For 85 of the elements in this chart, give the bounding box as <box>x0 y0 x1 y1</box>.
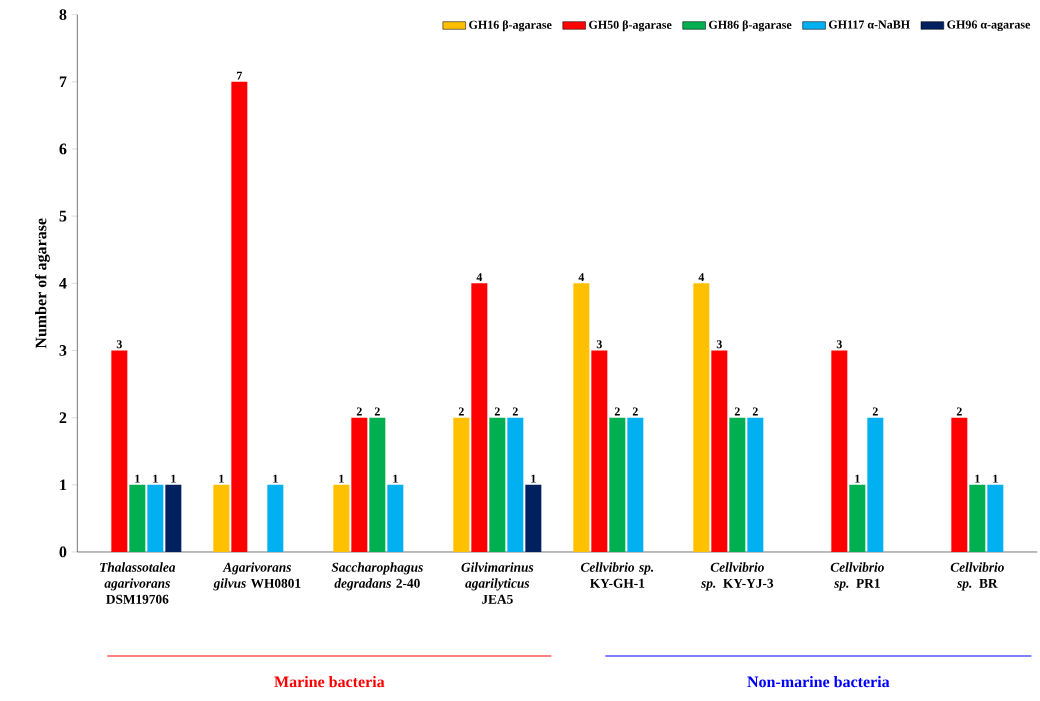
bar <box>489 417 506 552</box>
data-label: 2 <box>614 407 620 416</box>
bar <box>231 81 248 552</box>
x-tick-label: Gilvimarinus agarilyticus JEA5 <box>461 562 534 604</box>
data-label: 2 <box>374 407 380 416</box>
data-label: 1 <box>219 474 224 483</box>
x-tick-label: Cellvibrio sp. KY-GH-1 <box>580 562 654 588</box>
x-tick-label: Thalassotalea agarivorans DSM19706 <box>100 562 176 604</box>
text: Non-marine bacteria <box>747 675 890 688</box>
legend-label: GH86 β-agarase <box>709 20 792 32</box>
data-label: 3 <box>836 340 842 349</box>
data-label: 3 <box>716 340 722 349</box>
bar <box>111 350 128 552</box>
bar <box>333 484 350 552</box>
legend-label: GH96 α-agarase <box>947 20 1031 31</box>
bar <box>831 350 848 552</box>
y-tick-label: 3 <box>59 344 67 356</box>
bar <box>525 484 542 552</box>
x-tick-label: Agarivorans gilvus WH0801 <box>213 562 301 591</box>
data-label: 1 <box>975 474 980 483</box>
bar <box>729 417 746 552</box>
data-label: 1 <box>339 474 344 483</box>
text: Marine bacteria <box>274 675 385 688</box>
data-label: 1 <box>531 474 536 483</box>
bar <box>165 484 182 552</box>
bar <box>747 417 764 552</box>
y-tick-label: 8 <box>59 9 67 20</box>
y-tick-label: 5 <box>59 210 67 222</box>
data-label: 2 <box>734 407 740 416</box>
bar <box>627 417 644 552</box>
bar <box>951 417 968 552</box>
bar <box>267 484 284 552</box>
data-label: 4 <box>578 273 585 281</box>
data-label: 1 <box>135 474 140 483</box>
x-tick-label: Saccharophagus degradans 2-40 <box>331 562 423 591</box>
data-label: 2 <box>458 407 464 416</box>
data-label: 2 <box>632 407 638 416</box>
data-label: 2 <box>356 407 362 416</box>
y-tick-label: 4 <box>59 277 67 289</box>
bar <box>849 484 866 552</box>
data-label: 2 <box>752 407 758 416</box>
bar <box>213 484 230 552</box>
bar <box>471 283 488 552</box>
bar <box>609 417 626 552</box>
y-tick-label: 6 <box>59 143 67 155</box>
data-label: 2 <box>872 407 878 416</box>
bar <box>591 350 608 552</box>
bar <box>693 283 710 552</box>
bar <box>453 417 470 552</box>
y-tick-label: 0 <box>59 546 67 558</box>
x-tick-label: Cellvibrio sp. KY-YJ-3 <box>701 562 774 591</box>
y-tick-label: 7 <box>59 76 67 87</box>
data-label: 3 <box>596 340 602 349</box>
bar <box>711 350 728 552</box>
bar <box>867 417 884 552</box>
x-tick-label: Cellvibrio sp. PR1 <box>830 562 884 591</box>
bar <box>351 417 368 552</box>
data-label: 1 <box>855 474 860 483</box>
bar <box>969 484 986 552</box>
y-tick-label: 2 <box>59 412 67 423</box>
data-label: 4 <box>476 273 483 281</box>
legend-label: GH50 β-agarase <box>589 20 672 32</box>
data-label: 1 <box>273 474 278 483</box>
x-tick-label: Cellvibrio sp. BR <box>950 562 1004 591</box>
bar <box>129 484 146 552</box>
bar <box>387 484 404 552</box>
data-label: 7 <box>237 71 243 80</box>
bar <box>987 484 1004 552</box>
bar <box>147 484 164 552</box>
y-axis-title: Number of agarase <box>34 218 50 349</box>
bar <box>507 417 524 552</box>
data-label: 1 <box>153 474 158 483</box>
bar <box>369 417 386 552</box>
data-label: 2 <box>494 407 500 416</box>
data-label: 1 <box>993 474 998 483</box>
data-label: 1 <box>393 474 398 483</box>
data-label: 2 <box>956 407 962 416</box>
data-label: 1 <box>171 474 176 483</box>
data-label: 3 <box>116 340 122 349</box>
data-label: 4 <box>698 273 705 281</box>
legend-label: GH117 α-NaBH <box>828 20 910 29</box>
bar <box>573 283 590 552</box>
data-label: 2 <box>512 407 518 416</box>
legend-label: GH16 β-agarase <box>469 20 552 32</box>
y-tick-label: 1 <box>60 479 67 490</box>
